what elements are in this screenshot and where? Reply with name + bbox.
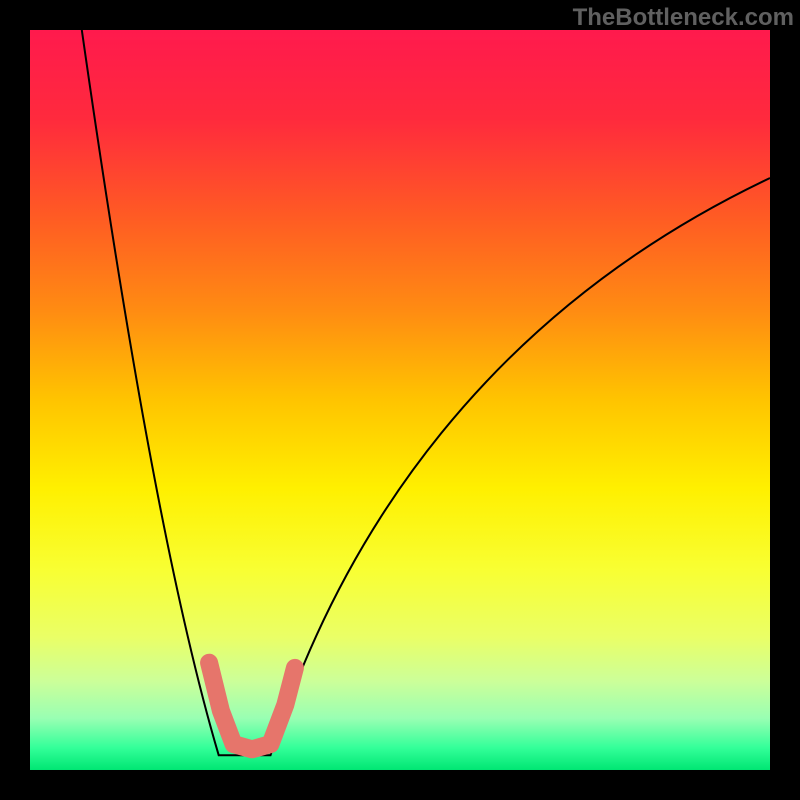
plot-svg [30,30,770,770]
plot-area [30,30,770,770]
chart-frame: TheBottleneck.com [0,0,800,800]
watermark-text: TheBottleneck.com [573,4,794,32]
